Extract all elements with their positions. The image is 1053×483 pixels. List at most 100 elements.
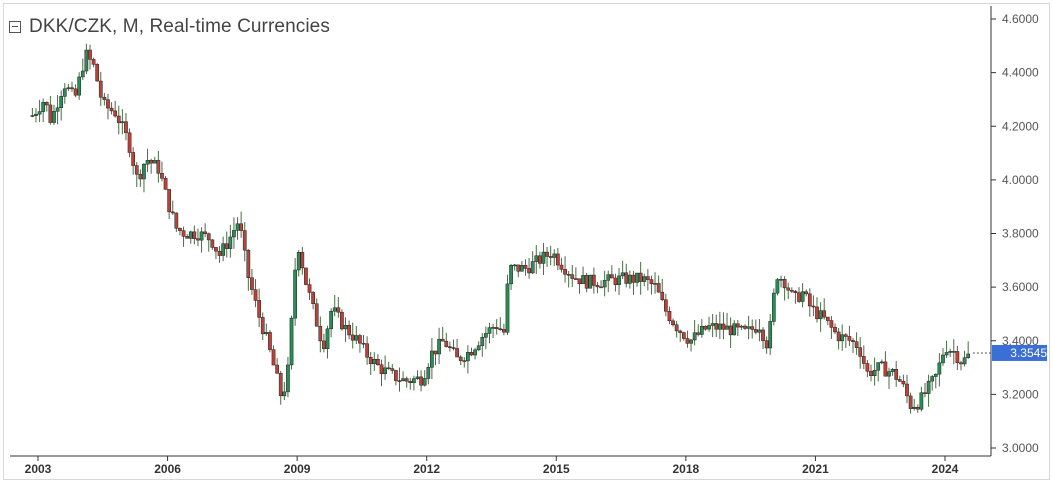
candle-body-down	[851, 340, 855, 342]
candle	[897, 375, 902, 382]
candle	[872, 357, 877, 386]
candle-body-down	[660, 291, 665, 300]
candle	[728, 317, 733, 348]
candle-body-down	[167, 189, 172, 213]
candle-body-down	[368, 357, 373, 365]
candle	[95, 63, 100, 82]
candle	[779, 275, 783, 288]
candle-body-down	[91, 59, 96, 65]
candle-body-down	[861, 356, 866, 364]
candle	[401, 371, 405, 382]
candle	[660, 278, 665, 302]
candle	[599, 280, 603, 289]
candle-body-up	[588, 274, 593, 289]
candle	[278, 370, 283, 405]
candle-body-up	[879, 361, 884, 364]
candle-body-up	[66, 87, 71, 90]
candle	[678, 329, 683, 342]
candle	[322, 333, 326, 353]
candle	[476, 341, 481, 352]
candle-body-up	[235, 223, 240, 231]
candle	[836, 327, 841, 350]
candle	[386, 361, 391, 370]
last-price-badge	[992, 344, 1047, 361]
candle-body-up	[775, 279, 780, 294]
candle-body-up	[52, 111, 56, 123]
candle	[185, 234, 190, 239]
candle	[840, 324, 845, 351]
candle	[883, 351, 888, 377]
candle	[642, 273, 647, 287]
candle-body-down	[181, 230, 186, 237]
candle-body-down	[538, 255, 542, 264]
candle	[606, 270, 611, 293]
candle	[178, 227, 182, 236]
candle	[775, 277, 780, 296]
candle	[707, 316, 711, 332]
candle-body-down	[246, 249, 251, 278]
candle	[520, 261, 524, 272]
candle	[534, 245, 539, 275]
candle-body-down	[347, 324, 351, 336]
candle	[163, 176, 168, 190]
collapse-icon[interactable]	[9, 21, 21, 33]
candle	[617, 268, 621, 296]
candle	[394, 369, 398, 386]
candle	[73, 84, 78, 98]
candle-body-down	[761, 329, 765, 341]
candle	[548, 245, 553, 266]
candle-body-down	[959, 362, 963, 365]
candle	[959, 360, 963, 371]
candle-body-down	[908, 395, 913, 409]
candle	[944, 340, 949, 358]
candle-body-down	[822, 310, 827, 318]
candle-body-up	[872, 370, 877, 377]
candle-body-up	[296, 252, 301, 271]
candle	[890, 367, 895, 376]
candle	[674, 321, 679, 338]
candle-body-up	[199, 231, 204, 241]
candle-body-up	[933, 373, 938, 377]
candle-body-down	[88, 49, 92, 60]
candle	[127, 128, 132, 158]
candle-body-down	[170, 211, 175, 214]
candle	[48, 95, 53, 125]
candle	[663, 293, 668, 317]
candle	[746, 315, 751, 340]
candle	[602, 270, 607, 297]
candle-body-up	[912, 406, 917, 409]
candle-body-down	[923, 392, 927, 394]
candle	[354, 326, 359, 344]
candle	[167, 189, 172, 220]
chart-title: DKK/CZK, M, Real-time Currencies	[29, 16, 330, 37]
candle-body-down	[217, 250, 222, 256]
candle-body-down	[116, 115, 121, 124]
candle-body-down	[300, 252, 305, 269]
candle-body-down	[516, 264, 521, 272]
candle-body-down	[858, 347, 863, 357]
y-tick-label: 4.6000	[1002, 12, 1039, 26]
candle	[570, 265, 575, 288]
candle	[379, 359, 384, 387]
candle-body-down	[782, 278, 787, 289]
candle-body-down	[807, 293, 812, 307]
candle-body-down	[70, 87, 74, 90]
candle-body-up	[84, 49, 89, 72]
candle	[552, 249, 557, 266]
candle	[739, 324, 744, 330]
candle	[656, 275, 661, 293]
candle	[304, 267, 308, 286]
candle-body-up	[534, 255, 539, 262]
candle-body-down	[714, 323, 719, 330]
candle	[498, 317, 503, 331]
candle-body-down	[570, 274, 575, 279]
candle-body-up	[289, 317, 294, 366]
candle-body-up	[930, 376, 935, 382]
candle-body-up	[725, 325, 729, 330]
candle	[307, 278, 312, 300]
candle-body-down	[253, 289, 258, 301]
candle-body-down	[631, 274, 636, 283]
candle	[588, 274, 593, 289]
candle	[174, 212, 179, 233]
